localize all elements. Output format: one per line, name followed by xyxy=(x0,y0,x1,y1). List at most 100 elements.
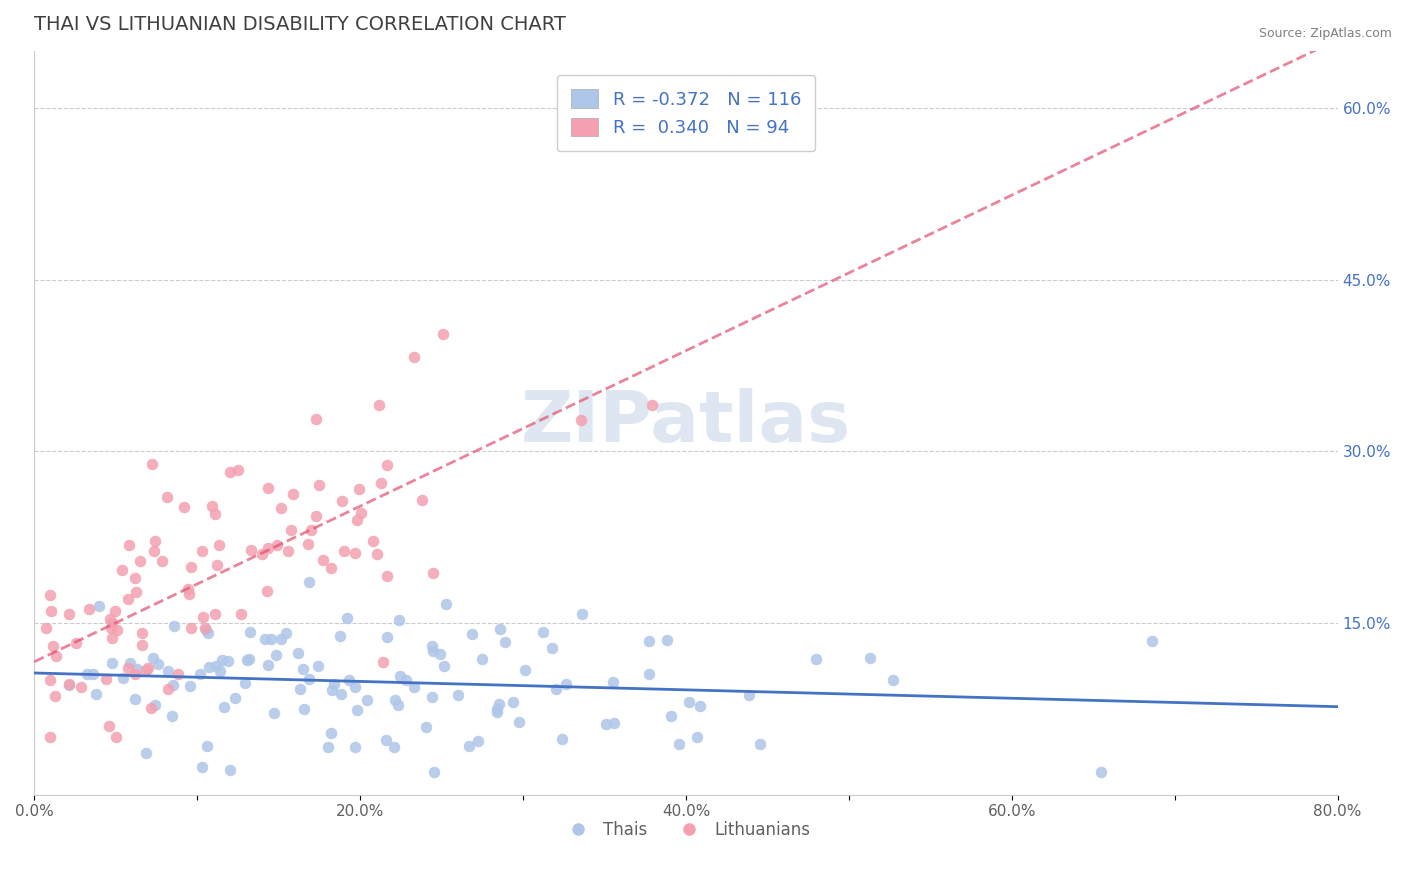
Point xyxy=(34,621,56,635)
Point xyxy=(128,554,150,568)
Point xyxy=(471,652,494,666)
Point xyxy=(117,592,139,607)
Point xyxy=(343,545,366,559)
Point xyxy=(141,650,163,665)
Point xyxy=(288,681,311,696)
Point xyxy=(188,667,211,681)
Point xyxy=(198,660,221,674)
Point xyxy=(208,538,231,552)
Point xyxy=(299,523,322,537)
Point xyxy=(546,681,568,696)
Point xyxy=(135,746,157,760)
Point xyxy=(124,692,146,706)
Point xyxy=(58,678,80,692)
Point xyxy=(87,599,110,613)
Point xyxy=(602,674,624,689)
Point xyxy=(82,667,104,681)
Point xyxy=(298,574,321,589)
Point xyxy=(389,669,412,683)
Point xyxy=(349,483,371,497)
Point xyxy=(371,655,394,669)
Point xyxy=(197,626,219,640)
Point xyxy=(420,640,443,654)
Point xyxy=(485,702,508,716)
Point xyxy=(422,644,444,658)
Point xyxy=(388,613,411,627)
Point xyxy=(195,739,218,754)
Point xyxy=(804,652,827,666)
Text: ZIPatlas: ZIPatlas xyxy=(522,388,851,458)
Point xyxy=(370,475,392,490)
Point xyxy=(58,677,80,691)
Point xyxy=(76,666,98,681)
Point xyxy=(433,658,456,673)
Point xyxy=(467,734,489,748)
Point xyxy=(141,457,163,471)
Point xyxy=(233,676,256,690)
Point xyxy=(44,689,66,703)
Point xyxy=(485,705,508,719)
Point xyxy=(256,482,278,496)
Point xyxy=(319,561,342,575)
Point xyxy=(316,740,339,755)
Point xyxy=(422,566,444,580)
Point xyxy=(218,465,240,479)
Point xyxy=(191,609,214,624)
Point xyxy=(38,731,60,745)
Point xyxy=(194,621,217,635)
Point xyxy=(384,693,406,707)
Point xyxy=(229,607,252,621)
Point xyxy=(531,625,554,640)
Point xyxy=(256,583,278,598)
Point xyxy=(211,653,233,667)
Point xyxy=(330,494,353,508)
Point xyxy=(540,640,562,655)
Point xyxy=(595,716,617,731)
Point xyxy=(323,677,346,691)
Point xyxy=(637,667,659,681)
Point xyxy=(208,664,231,678)
Point xyxy=(212,700,235,714)
Point xyxy=(42,640,65,654)
Point xyxy=(422,690,444,704)
Point xyxy=(550,731,572,746)
Point xyxy=(356,693,378,707)
Point xyxy=(447,688,470,702)
Point xyxy=(239,624,262,639)
Point xyxy=(312,553,335,567)
Point xyxy=(375,630,398,644)
Point xyxy=(100,621,122,635)
Point xyxy=(461,627,484,641)
Point xyxy=(162,678,184,692)
Point xyxy=(97,719,120,733)
Point xyxy=(236,653,259,667)
Point xyxy=(333,544,356,558)
Point xyxy=(124,571,146,585)
Point xyxy=(176,582,198,596)
Point xyxy=(38,673,60,687)
Point xyxy=(297,537,319,551)
Point xyxy=(135,663,157,677)
Point xyxy=(343,681,366,695)
Point xyxy=(291,662,314,676)
Point xyxy=(263,706,285,720)
Point xyxy=(157,682,180,697)
Point xyxy=(204,607,226,622)
Point xyxy=(259,632,281,646)
Point xyxy=(204,507,226,521)
Point xyxy=(39,604,62,618)
Point xyxy=(321,726,343,740)
Point xyxy=(238,652,260,666)
Point xyxy=(39,588,62,602)
Point xyxy=(329,688,352,702)
Point xyxy=(395,673,418,688)
Point xyxy=(375,458,398,472)
Point xyxy=(180,621,202,635)
Point xyxy=(297,672,319,686)
Point xyxy=(571,607,593,621)
Point xyxy=(104,604,127,618)
Point xyxy=(254,632,277,647)
Point xyxy=(179,587,201,601)
Point xyxy=(304,411,326,425)
Point xyxy=(266,538,288,552)
